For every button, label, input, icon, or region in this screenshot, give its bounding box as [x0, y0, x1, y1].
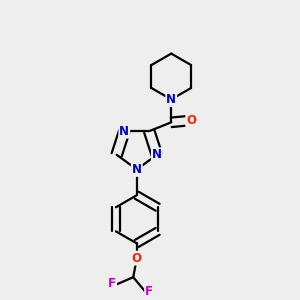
Text: N: N: [152, 148, 162, 161]
Text: F: F: [108, 277, 116, 290]
Text: N: N: [132, 163, 142, 176]
Text: F: F: [145, 285, 153, 298]
Text: O: O: [132, 252, 142, 265]
Text: O: O: [186, 114, 196, 128]
Text: N: N: [119, 124, 129, 138]
Text: N: N: [166, 93, 176, 106]
